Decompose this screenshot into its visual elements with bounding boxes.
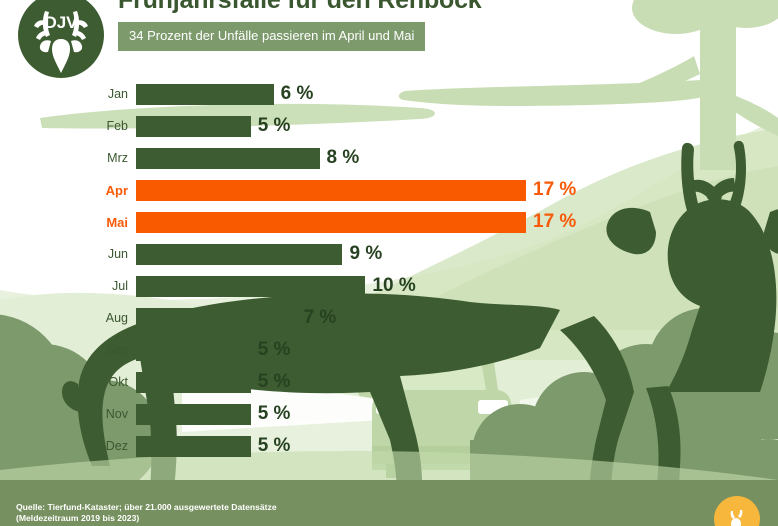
bar-chart: Jan 6 % Feb 5 % Mrz 8 % Apr 17 % Mai 17 % Jun 9 % Ju… xyxy=(0,78,778,462)
subtitle-banner: 34 Prozent der Unfälle passieren im Apri… xyxy=(118,22,426,51)
bar xyxy=(136,275,366,297)
chart-row: Jan 6 % xyxy=(0,78,778,110)
bar-value-label: 6 % xyxy=(280,83,314,104)
chart-row: Mrz 8 % xyxy=(0,142,778,174)
bar xyxy=(136,83,274,105)
month-label: Dez xyxy=(105,439,128,453)
bar-value-label: 7 % xyxy=(303,307,337,328)
tree-shape xyxy=(398,0,778,170)
chart-row: Jun 9 % xyxy=(0,238,778,270)
chart-row: Apr 17 % xyxy=(0,174,778,206)
bar-value-label: 17 % xyxy=(533,179,577,200)
bar-value-label: 5 % xyxy=(257,371,291,392)
month-label: Mrz xyxy=(107,151,128,165)
month-label: Apr xyxy=(105,182,128,198)
deer-badge-icon xyxy=(714,496,760,526)
month-label: Jan xyxy=(107,87,128,101)
month-label: Okt xyxy=(108,375,128,389)
footer-bar: Quelle: Tierfund-Kataster; über 21.000 a… xyxy=(0,480,778,526)
bar xyxy=(136,435,251,457)
bar-value-label: 9 % xyxy=(349,243,383,264)
chart-row: Dez 5 % xyxy=(0,430,778,462)
chart-row: Jul 10 % xyxy=(0,270,778,302)
chart-row: Okt 5 % xyxy=(0,366,778,398)
bar xyxy=(136,339,251,361)
chart-row: Mai 17 % xyxy=(0,206,778,238)
subtitle-text: 34 Prozent der Unfälle passieren im Apri… xyxy=(129,28,415,43)
month-label: Aug xyxy=(105,311,128,325)
chart-row: Aug 7 % xyxy=(0,302,778,334)
bar-value-label: 10 % xyxy=(372,275,416,296)
month-label: Mai xyxy=(106,214,128,230)
svg-text:DJV: DJV xyxy=(44,13,78,32)
bar-value-label: 5 % xyxy=(257,435,291,456)
bar xyxy=(136,179,526,201)
chart-row: Sep 5 % xyxy=(0,334,778,366)
bar xyxy=(136,115,251,137)
chart-row: Feb 5 % xyxy=(0,110,778,142)
djv-logo: DJV xyxy=(18,0,104,78)
bar xyxy=(136,403,251,425)
bar-value-label: 5 % xyxy=(257,339,291,360)
month-label: Jul xyxy=(112,279,128,293)
stag-head-icon: DJV xyxy=(34,11,88,73)
month-label: Nov xyxy=(105,407,128,421)
month-label: Feb xyxy=(106,119,128,133)
bar-value-label: 8 % xyxy=(326,147,360,168)
page-title: Frühjahrsfalle für den Rehbock xyxy=(118,0,482,14)
bar xyxy=(136,147,320,169)
bar-value-label: 17 % xyxy=(533,211,577,232)
month-label: Jun xyxy=(107,247,128,261)
chart-row: Nov 5 % xyxy=(0,398,778,430)
bar-value-label: 5 % xyxy=(257,115,291,136)
bar-value-label: 5 % xyxy=(257,403,291,424)
source-line-1: Quelle: Tierfund-Kataster; über 21.000 a… xyxy=(16,502,277,512)
bar xyxy=(136,371,251,393)
bar xyxy=(136,211,526,233)
month-label: Sep xyxy=(105,343,128,357)
bar xyxy=(136,243,343,265)
bar xyxy=(136,307,297,329)
source-note: Quelle: Tierfund-Kataster; über 21.000 a… xyxy=(16,502,536,524)
source-line-2: (Meldezeitraum 2019 bis 2023) xyxy=(16,513,140,523)
